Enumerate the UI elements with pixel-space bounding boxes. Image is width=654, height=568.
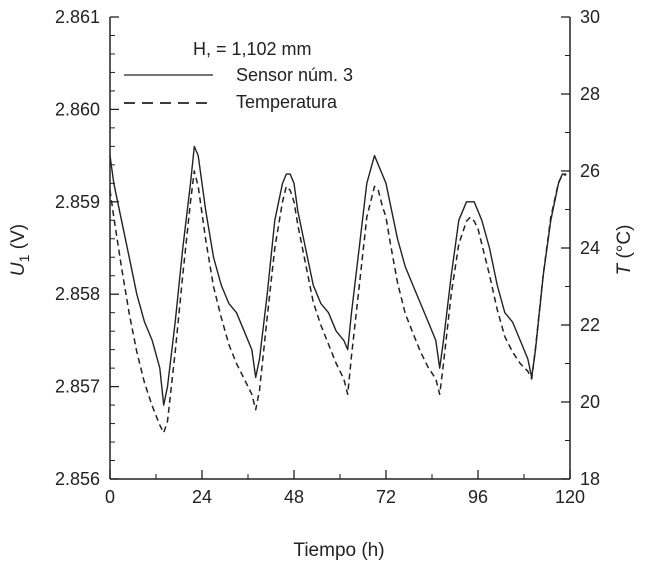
- y-right-axis-title-main: T: [614, 262, 635, 275]
- y-left-axis-title: U1 (V): [8, 224, 32, 276]
- tick-marks: [109, 16, 571, 480]
- y-right-tick-label: 22: [580, 315, 600, 335]
- legend-label-sensor: Sensor núm. 3: [236, 65, 353, 85]
- x-tick-label: 72: [376, 487, 396, 507]
- axes: [109, 17, 571, 480]
- y-left-tick-label: 2.860: [55, 99, 100, 119]
- series-line-sensor: [109, 145, 567, 406]
- x-tick-label: 120: [555, 487, 585, 507]
- y-right-tick-label: 18: [580, 469, 600, 489]
- y-left-axis-title-main: U: [8, 262, 29, 276]
- y-left-tick-label: 2.857: [55, 377, 100, 397]
- y-right-tick-label: 28: [580, 84, 600, 104]
- annotation-height: H, = 1,102 mm: [193, 39, 312, 59]
- y-left-tick-label: 2.859: [55, 192, 100, 212]
- y-left-tick-label: 2.858: [55, 284, 100, 304]
- legend: Sensor núm. 3 Temperatura: [124, 65, 353, 112]
- legend-label-temperature: Temperatura: [236, 92, 338, 112]
- x-axis-title: Tiempo (h): [293, 540, 384, 561]
- x-tick-label: 96: [468, 487, 488, 507]
- y-left-axis-title-sub: 1: [16, 254, 32, 262]
- plot-area: [109, 145, 567, 434]
- x-tick-label: 24: [192, 487, 212, 507]
- y-right-tick-label: 24: [580, 238, 600, 258]
- tick-labels: 0 24 48 72 96 120 2.856 2.857 2.858 2.859 2.860 2.8…: [55, 7, 600, 507]
- y-right-tick-label: 20: [580, 392, 600, 412]
- x-tick-label: 0: [105, 487, 115, 507]
- x-tick-label: 48: [284, 487, 304, 507]
- y-left-axis-title-unit: (V): [8, 224, 29, 255]
- y-left-tick-label: 2.856: [55, 469, 100, 489]
- y-left-tick-label: 2.861: [55, 7, 100, 27]
- series-line-temperature: [109, 170, 567, 434]
- y-right-tick-label: 30: [580, 7, 600, 27]
- y-right-tick-label: 26: [580, 161, 600, 181]
- y-right-axis-title: T (°C): [614, 225, 635, 276]
- y-right-axis-title-unit: (°C): [614, 225, 635, 264]
